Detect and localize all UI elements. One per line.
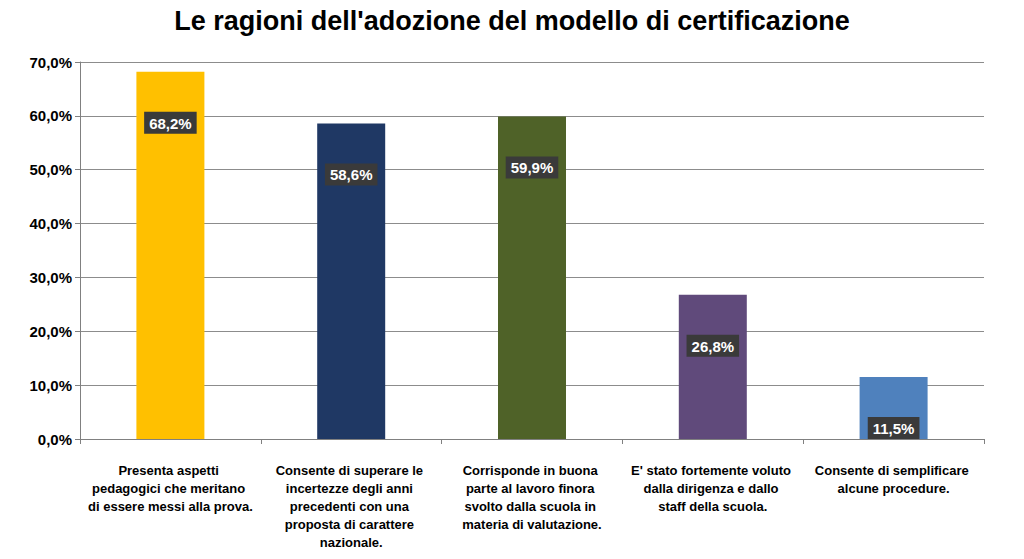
svg-text:70,0%: 70,0% bbox=[29, 54, 72, 71]
svg-text:58,6%: 58,6% bbox=[330, 166, 373, 183]
svg-text:E' stato fortemente voluto: E' stato fortemente voluto bbox=[631, 463, 794, 478]
svg-text:68,2%: 68,2% bbox=[149, 115, 192, 132]
svg-text:0,0%: 0,0% bbox=[38, 431, 72, 448]
svg-text:20,0%: 20,0% bbox=[29, 323, 72, 340]
svg-text:Consente di semplificare: Consente di semplificare bbox=[815, 463, 973, 478]
svg-text:proposta di carattere: proposta di carattere bbox=[285, 517, 418, 532]
svg-text:60,0%: 60,0% bbox=[29, 107, 72, 124]
svg-text:26,8%: 26,8% bbox=[692, 338, 735, 355]
svg-text:incertezze degli anni: incertezze degli anni bbox=[286, 481, 417, 496]
svg-text:staff della scuola.: staff della scuola. bbox=[658, 499, 767, 514]
svg-text:Corrisponde in buona: Corrisponde in buona bbox=[463, 463, 602, 478]
svg-text:dalla dirigenza e dallo: dalla dirigenza e dallo bbox=[643, 481, 782, 496]
svg-text:30,0%: 30,0% bbox=[29, 269, 72, 286]
svg-text:parte al lavoro finora: parte al lavoro finora bbox=[466, 481, 598, 496]
svg-text:11,5%: 11,5% bbox=[873, 420, 915, 437]
svg-text:svolto dalla scuola in: svolto dalla scuola in bbox=[464, 499, 599, 514]
svg-text:nazionale.: nazionale. bbox=[320, 535, 383, 550]
svg-text:40,0%: 40,0% bbox=[29, 215, 72, 232]
svg-text:pedagogici che meritano: pedagogici che meritano bbox=[92, 481, 249, 496]
svg-text:10,0%: 10,0% bbox=[29, 377, 72, 394]
svg-text:50,0%: 50,0% bbox=[29, 161, 72, 178]
svg-text:Consente di superare le: Consente di superare le bbox=[276, 463, 427, 478]
svg-text:Le ragioni dell'adozione del m: Le ragioni dell'adozione del modello di … bbox=[174, 6, 850, 36]
svg-text:59,9%: 59,9% bbox=[511, 159, 554, 176]
svg-text:precedenti con una: precedenti con una bbox=[290, 499, 413, 514]
svg-text:di essere messi alla prova.: di essere messi alla prova. bbox=[88, 499, 253, 514]
svg-text:alcune procedure.: alcune procedure. bbox=[838, 481, 950, 496]
svg-text:materia di valutazione.: materia di valutazione. bbox=[462, 517, 601, 532]
svg-text:Presenta aspetti: Presenta aspetti bbox=[118, 463, 222, 478]
